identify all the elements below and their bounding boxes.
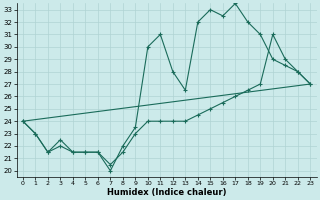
X-axis label: Humidex (Indice chaleur): Humidex (Indice chaleur)	[107, 188, 226, 197]
